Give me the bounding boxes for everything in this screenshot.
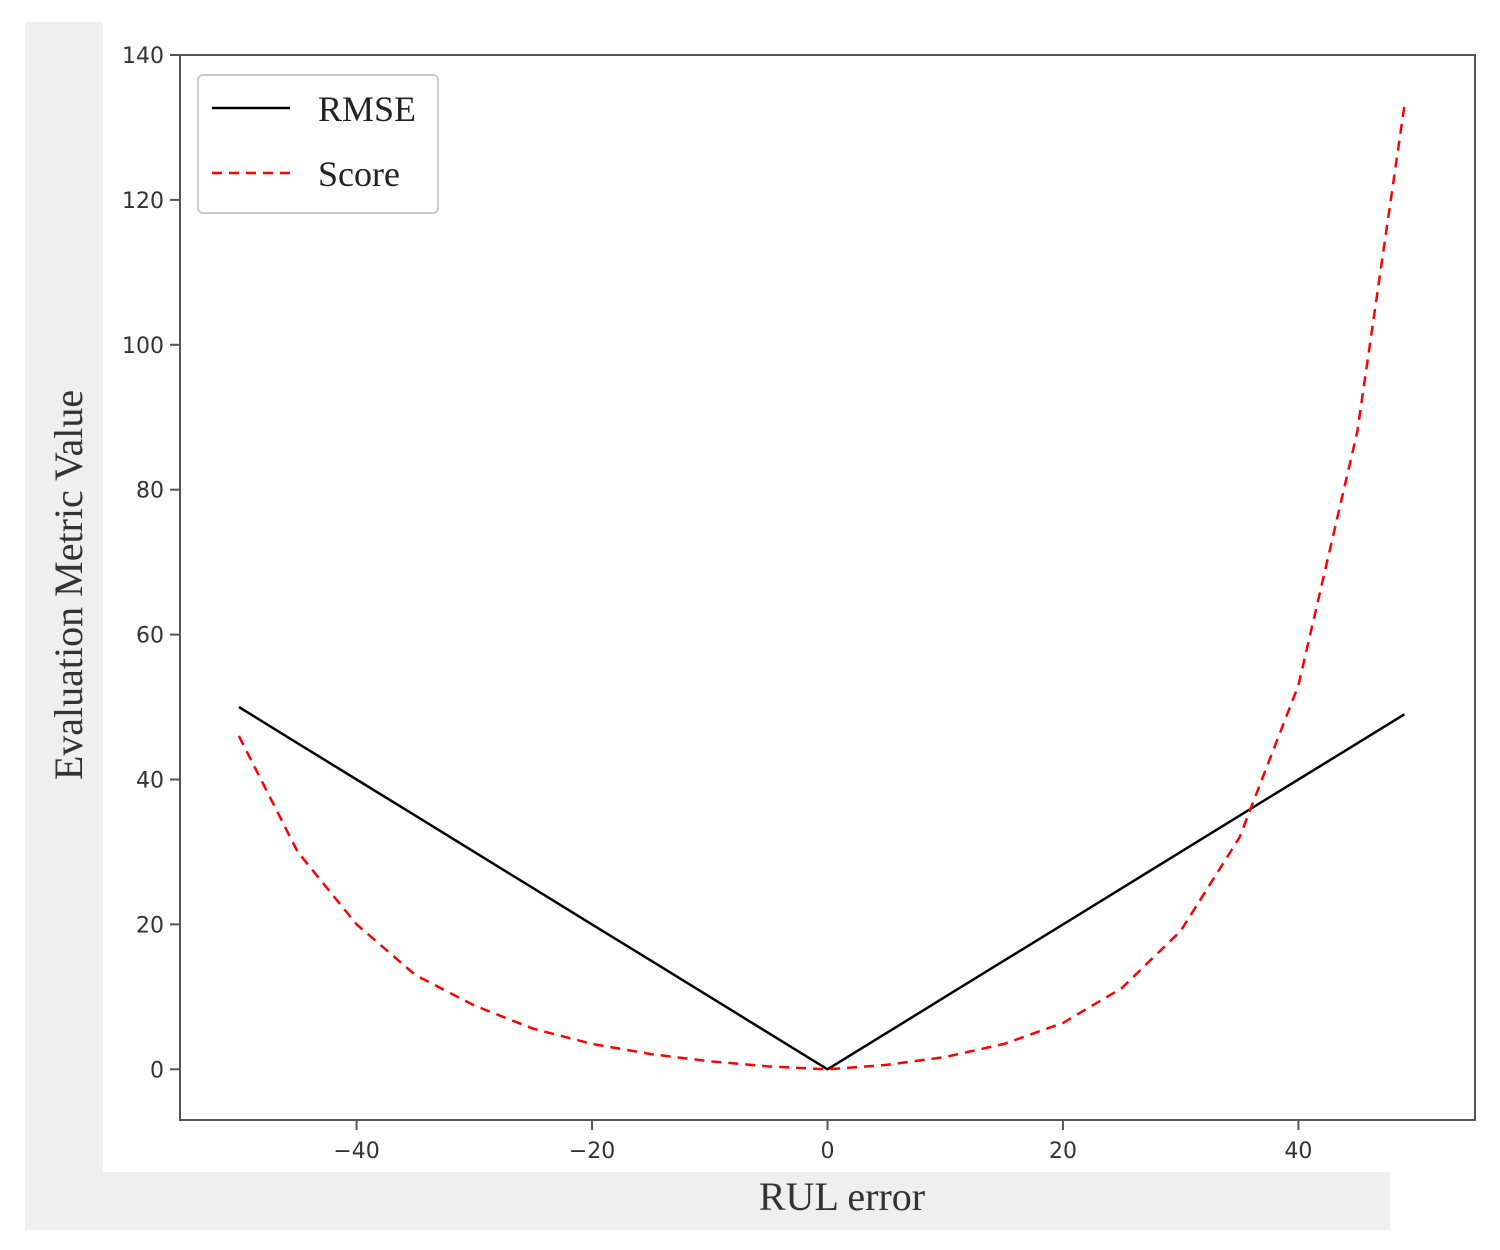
ticks-layer: −40 −20 0 20 40 0 20 40 60 80 100 120 140 <box>122 44 1312 1164</box>
x-tick-label: 20 <box>1049 1139 1077 1164</box>
x-axis-title: RUL error <box>759 1174 925 1219</box>
legend-rmse-label: RMSE <box>318 89 416 129</box>
y-tick-label: 140 <box>122 44 164 69</box>
series-rmse-line <box>238 705 1406 1071</box>
legend-box <box>197 74 439 214</box>
x-tick-label: −40 <box>333 1139 379 1164</box>
y-tick-label: 60 <box>136 624 164 649</box>
series-layer <box>237 105 1406 1071</box>
y-tick-label: 80 <box>136 479 164 504</box>
plot-frame <box>179 54 1476 1121</box>
xlabel-background <box>25 1170 1390 1230</box>
ylabel-background <box>25 22 105 1228</box>
y-tick-label: 20 <box>136 913 164 938</box>
x-tick-label: 0 <box>821 1139 835 1164</box>
y-tick-label: 100 <box>122 334 164 359</box>
y-tick-label: 120 <box>122 189 164 214</box>
series-score-line <box>237 105 1406 1071</box>
legend: RMSE Score <box>197 74 439 214</box>
x-tick-label: −20 <box>569 1139 615 1164</box>
y-axis-title: Evaluation Metric Value <box>46 390 91 780</box>
y-tick-label: 0 <box>150 1058 164 1083</box>
legend-score-label: Score <box>318 154 400 194</box>
x-tick-label: 40 <box>1284 1139 1312 1164</box>
y-tick-label: 40 <box>136 768 164 793</box>
